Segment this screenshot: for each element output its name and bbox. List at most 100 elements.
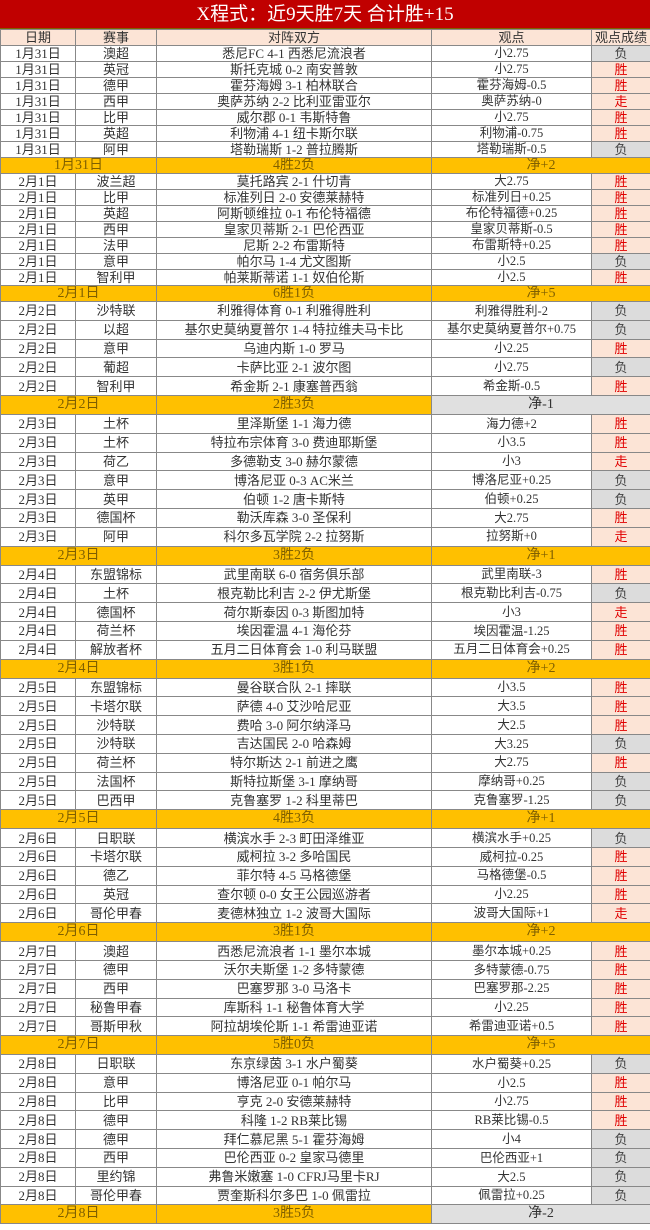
match-cell: 尼斯 2-2 布雷斯特 [156, 237, 432, 254]
match-cell: 希金斯 2-1 康塞普西翁 [156, 376, 432, 396]
match-row: 2月5日 法国杯 斯特拉斯堡 3-1 摩纳哥 摩纳哥+0.25 负 [0, 771, 650, 792]
date-cell: 2月8日 [0, 1072, 76, 1093]
pick-cell: 海力德+2 [431, 413, 592, 434]
league-cell: 意甲 [75, 1072, 157, 1093]
date-cell: 2月6日 [0, 865, 76, 886]
league-cell: 西甲 [75, 221, 157, 238]
league-cell: 沙特联 [75, 733, 157, 754]
date-cell: 2月4日 [0, 583, 76, 604]
result-cell: 胜 [591, 1110, 650, 1131]
match-cell: 菲尔特 4-5 马格德堡 [156, 865, 432, 886]
match-row: 2月5日 沙特联 吉达国民 2-0 哈森姆 大3.25 负 [0, 733, 650, 754]
date-cell: 2月8日 [0, 1129, 76, 1150]
match-cell: 亨克 2-0 安德莱赫特 [156, 1091, 432, 1112]
summary-net: 净-2 [431, 1204, 650, 1225]
match-cell: 卡萨比亚 2-1 波尔图 [156, 357, 432, 378]
match-cell: 皇家贝蒂斯 2-1 巴伦西亚 [156, 221, 432, 238]
match-cell: 利物浦 4-1 纽卡斯尔联 [156, 125, 432, 142]
match-row: 2月2日 意甲 乌迪内斯 1-0 罗马 小2.25 胜 [0, 338, 650, 359]
pick-cell: 巴伦西亚+1 [431, 1148, 592, 1168]
date-cell: 2月5日 [0, 696, 76, 717]
match-row: 2月2日 沙特联 利雅得体育 0-1 利雅得胜利 利雅得胜利-2 负 [0, 301, 650, 321]
league-cell: 东盟锦标 [75, 564, 157, 585]
pick-cell: 墨尔本城+0.25 [431, 941, 592, 961]
date-cell: 2月5日 [0, 771, 76, 792]
pick-cell: 小2.75 [431, 45, 592, 62]
match-row: 2月2日 葡超 卡萨比亚 2-1 波尔图 小2.75 负 [0, 357, 650, 378]
summary-net: 净+1 [431, 545, 650, 566]
summary-net: 净+2 [431, 157, 650, 174]
match-row: 1月31日 西甲 奥萨苏纳 2-2 比利亚雷亚尔 奥萨苏纳-0 走 [0, 93, 650, 110]
result-cell: 胜 [591, 189, 650, 206]
page-title: X程式：近9天胜7天 合计胜+15 [0, 0, 650, 29]
league-cell: 英甲 [75, 489, 157, 509]
match-row: 2月6日 日职联 横滨水手 2-3 町田泽维亚 横滨水手+0.25 负 [0, 828, 650, 848]
match-cell: 悉尼FC 4-1 西悉尼流浪者 [156, 45, 432, 62]
league-cell: 智利甲 [75, 376, 157, 396]
league-cell: 德国杯 [75, 507, 157, 528]
result-cell: 走 [591, 602, 650, 622]
pick-cell: 小2.75 [431, 109, 592, 126]
header-match: 对阵双方 [156, 29, 432, 46]
match-row: 2月1日 比甲 标准列日 2-0 安德莱赫特 标准列日+0.25 胜 [0, 189, 650, 206]
summary-record: 3胜2负 [156, 545, 432, 566]
date-cell: 1月31日 [0, 125, 76, 142]
result-cell: 胜 [591, 338, 650, 359]
date-cell: 1月31日 [0, 61, 76, 78]
result-cell: 胜 [591, 884, 650, 905]
match-row: 2月1日 西甲 皇家贝蒂斯 2-1 巴伦西亚 皇家贝蒂斯-0.5 胜 [0, 221, 650, 238]
pick-cell: 横滨水手+0.25 [431, 828, 592, 848]
result-cell: 胜 [591, 564, 650, 585]
league-cell: 英冠 [75, 61, 157, 78]
pick-cell: 埃因霍温-1.25 [431, 620, 592, 641]
result-cell: 负 [591, 301, 650, 321]
pick-cell: 水户蜀葵+0.25 [431, 1054, 592, 1074]
result-cell: 胜 [591, 221, 650, 238]
match-cell: 阿拉胡埃伦斯 1-1 希雷迪亚诺 [156, 1016, 432, 1037]
league-cell: 西甲 [75, 978, 157, 999]
pick-cell: 奥萨苏纳-0 [431, 93, 592, 110]
match-row: 2月8日 意甲 博洛尼亚 0-1 帕尔马 小2.5 胜 [0, 1072, 650, 1093]
match-row: 2月6日 卡塔尔联 威柯拉 3-2 多哈国民 威柯拉-0.25 胜 [0, 846, 650, 867]
match-row: 2月2日 智利甲 希金斯 2-1 康塞普西翁 希金斯-0.5 胜 [0, 376, 650, 396]
pick-cell: 小2.5 [431, 1072, 592, 1093]
date-cell: 2月1日 [0, 237, 76, 254]
summary-record: 3胜1负 [156, 658, 432, 679]
summary-row: 2月7日 5胜0负 净+5 [0, 1035, 650, 1056]
result-cell: 胜 [591, 959, 650, 980]
match-cell: 荷尔斯泰因 0-3 斯图加特 [156, 602, 432, 622]
league-cell: 里约锦 [75, 1166, 157, 1187]
date-cell: 2月2日 [0, 338, 76, 359]
result-cell: 胜 [591, 109, 650, 126]
pick-cell: 大2.75 [431, 173, 592, 190]
summary-row: 2月2日 2胜3负 净-1 [0, 394, 650, 415]
pick-cell: 五月二日体育会+0.25 [431, 639, 592, 660]
summary-date: 2月1日 [0, 285, 157, 302]
result-cell: 胜 [591, 1016, 650, 1037]
result-cell: 胜 [591, 865, 650, 886]
result-cell: 负 [591, 253, 650, 270]
pick-cell: 塔勒瑞斯-0.5 [431, 141, 592, 158]
header-result: 观点成绩 [591, 29, 650, 46]
league-cell: 葡超 [75, 357, 157, 378]
pick-cell: 大2.75 [431, 507, 592, 528]
league-cell: 澳超 [75, 941, 157, 961]
result-cell: 胜 [591, 507, 650, 528]
date-cell: 2月5日 [0, 733, 76, 754]
pick-cell: 马格德堡-0.5 [431, 865, 592, 886]
league-cell: 日职联 [75, 828, 157, 848]
summary-date: 2月5日 [0, 809, 157, 830]
summary-record: 3胜5负 [156, 1204, 432, 1225]
summary-record: 4胜2负 [156, 157, 432, 174]
match-cell: 标准列日 2-0 安德莱赫特 [156, 189, 432, 206]
pick-cell: 佩雷拉+0.25 [431, 1185, 592, 1206]
date-cell: 2月6日 [0, 828, 76, 848]
date-cell: 2月7日 [0, 978, 76, 999]
match-row: 2月4日 荷兰杯 埃因霍温 4-1 海伦芬 埃因霍温-1.25 胜 [0, 620, 650, 641]
summary-date: 2月8日 [0, 1204, 157, 1225]
league-cell: 比甲 [75, 1091, 157, 1112]
result-cell: 负 [591, 1166, 650, 1187]
date-cell: 2月1日 [0, 253, 76, 270]
match-cell: 奥萨苏纳 2-2 比利亚雷亚尔 [156, 93, 432, 110]
summary-net: 净+1 [431, 809, 650, 830]
